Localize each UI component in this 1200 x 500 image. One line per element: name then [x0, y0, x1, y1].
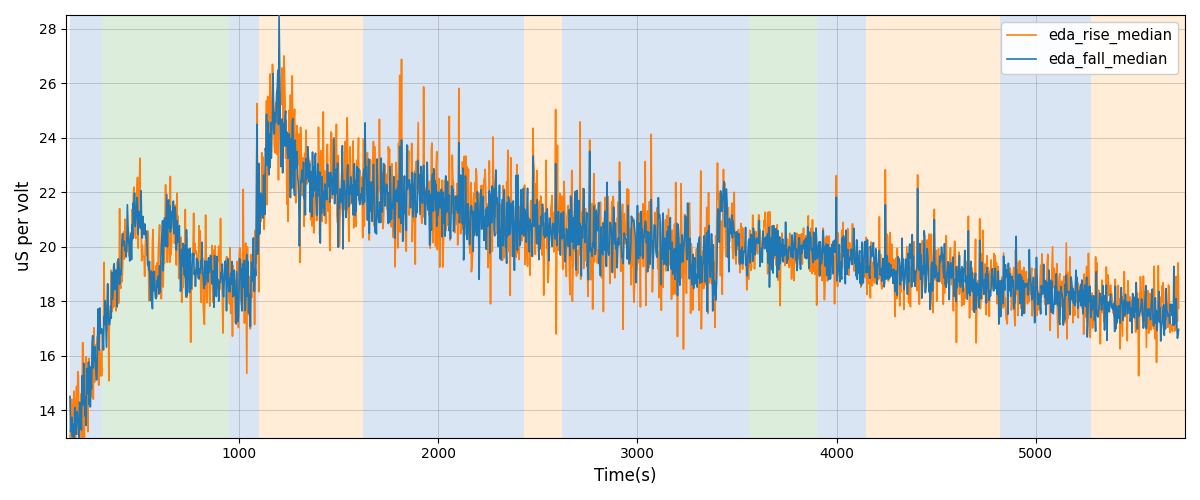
Bar: [229, 15, 259, 438]
eda_rise_median: [882, 268, 896, 274]
Bar: [70, 15, 102, 438]
eda_rise_median: [354, 188, 368, 194]
Y-axis label: uS per volt: uS per volt: [14, 181, 34, 272]
eda_rise_median: [364, 207, 378, 213]
eda_fall_median: [295, 173, 310, 179]
Bar: [1000, 15, 1092, 438]
eda_fall_median: [883, 266, 898, 272]
Bar: [749, 15, 817, 438]
eda_fall_median: [1171, 326, 1186, 332]
Line: eda_rise_median: eda_rise_median: [70, 56, 1178, 438]
Bar: [1092, 15, 1184, 438]
eda_fall_median: [67, 434, 82, 440]
Bar: [259, 15, 362, 438]
Bar: [524, 15, 562, 438]
eda_fall_median: [62, 394, 77, 400]
eda_fall_median: [282, 138, 296, 144]
eda_rise_median: [463, 250, 478, 256]
eda_rise_median: [1171, 305, 1186, 311]
eda_rise_median: [281, 218, 295, 224]
eda_fall_median: [272, 12, 287, 18]
Line: eda_fall_median: eda_fall_median: [70, 15, 1178, 438]
Bar: [817, 15, 866, 438]
eda_fall_median: [463, 204, 478, 210]
Bar: [362, 15, 524, 438]
Bar: [562, 15, 727, 438]
eda_rise_median: [295, 192, 310, 198]
eda_fall_median: [354, 195, 368, 201]
Bar: [102, 15, 229, 438]
eda_rise_median: [277, 53, 292, 59]
Bar: [727, 15, 749, 438]
X-axis label: Time(s): Time(s): [594, 467, 656, 485]
Bar: [866, 15, 1000, 438]
Legend: eda_rise_median, eda_fall_median: eda_rise_median, eda_fall_median: [1001, 22, 1177, 74]
eda_rise_median: [62, 434, 77, 440]
eda_fall_median: [365, 179, 379, 185]
